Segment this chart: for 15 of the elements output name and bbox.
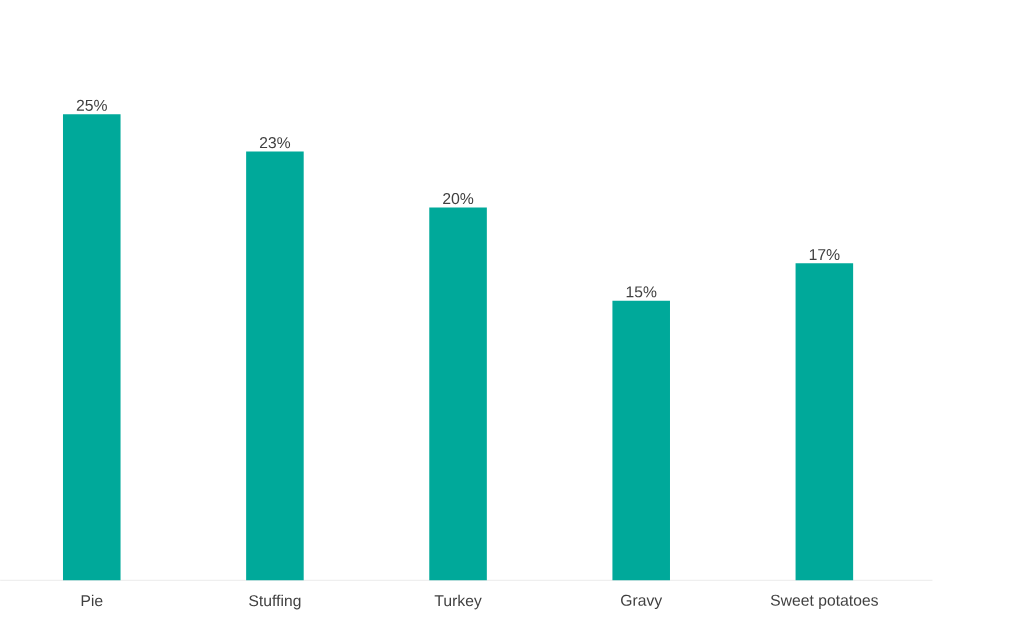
bar xyxy=(795,263,854,581)
x-tick-label: Turkey xyxy=(434,594,482,610)
x-tick-label: Gravy xyxy=(621,594,663,609)
bar xyxy=(429,207,487,581)
data-label: 20% xyxy=(443,192,474,204)
data-label: 15% xyxy=(626,286,657,298)
bar xyxy=(246,151,304,581)
bar xyxy=(62,113,121,581)
x-tick-label: Pie xyxy=(81,594,103,607)
data-label: 17% xyxy=(809,248,840,260)
x-tick-label: Sweet potatoes xyxy=(770,594,878,609)
data-label: 25% xyxy=(76,99,107,111)
x-tick-label: Stuffing xyxy=(249,594,301,610)
data-label: 23% xyxy=(259,136,291,148)
bar xyxy=(612,300,670,581)
